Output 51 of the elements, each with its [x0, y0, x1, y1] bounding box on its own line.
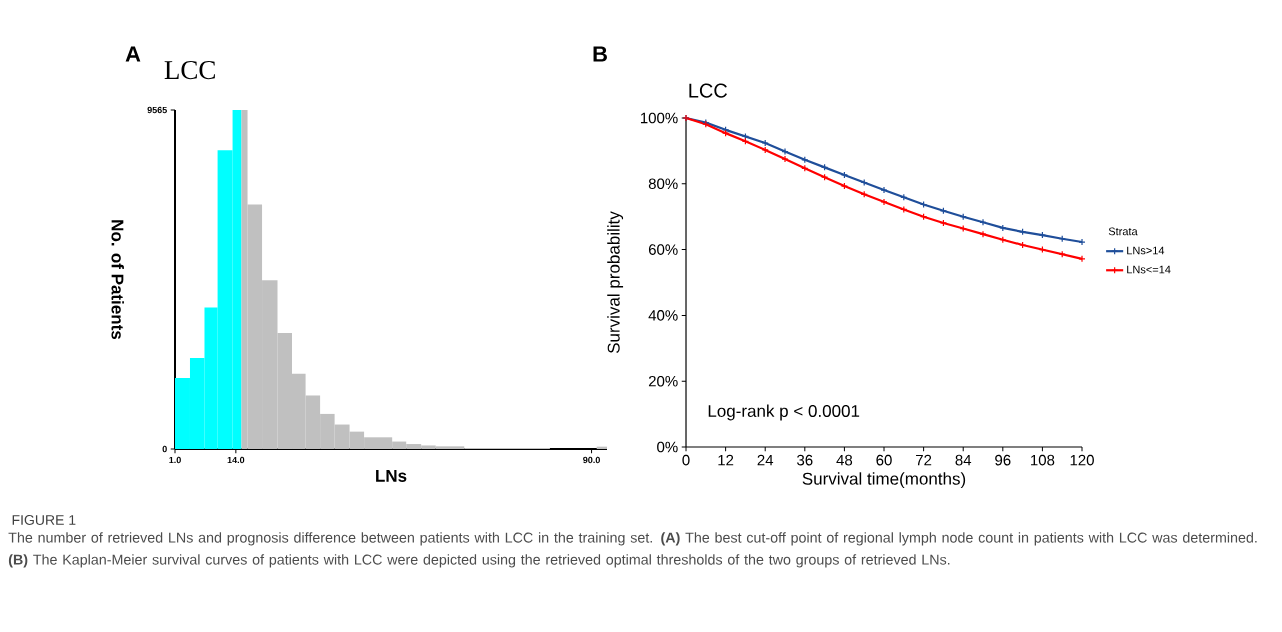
point [979, 230, 987, 238]
x-tick-label: 48 [836, 454, 853, 466]
point [781, 155, 789, 163]
x-tick-label: 36 [797, 454, 813, 466]
y-axis-title: No. of Patients [111, 220, 124, 340]
y-tick-label: 9565 [147, 106, 167, 114]
x-axis-title: LNs [376, 470, 407, 482]
y-tick-label: 80% [648, 178, 678, 190]
chart-title: LCC [689, 83, 728, 98]
x-tick-label: 96 [995, 454, 1011, 466]
x-tick-label: 12 [718, 454, 734, 466]
y-tick-label: 40% [648, 310, 678, 321]
text: B [593, 46, 607, 62]
x-tick-label: 60 [876, 454, 892, 466]
x-tick-label: 108 [1031, 454, 1055, 466]
chart-title: LCC [164, 61, 215, 80]
point [979, 218, 987, 226]
x-tick-label: 24 [757, 454, 774, 466]
text: The number of retrieved LNs and prognosis difference between patients with LCC in the training set. (A) The best cut-off point of regional lymph node count in patients with LCC was determined. (B) The Kaplan-Meier survival curves of patients with LCC were depicted using the retrieved optimal thresholds of the two groups of retrieved LNs. [8, 532, 1257, 568]
legend-title: Strata [1108, 227, 1138, 236]
x-tick-label: 90.0 [583, 456, 600, 464]
y-tick-label: 20% [648, 375, 678, 387]
point [761, 146, 769, 154]
x-tick-label: 14.0 [227, 456, 245, 464]
caption: FIGURE 1 [12, 515, 76, 525]
y-axis-title: Survival probability [607, 211, 624, 354]
point [840, 171, 849, 179]
point [840, 182, 849, 190]
point [939, 219, 948, 227]
y-tick-label: 0% [657, 441, 678, 453]
point [999, 224, 1007, 232]
point [880, 198, 888, 206]
x-tick-label: 0 [682, 454, 690, 466]
text: A [125, 46, 141, 62]
point [880, 186, 888, 194]
x-tick-label: 120 [1070, 454, 1094, 466]
y-tick-label: 60% [648, 244, 678, 255]
x-axis-title: Survival time(months) [802, 472, 966, 489]
point [1078, 238, 1086, 246]
point [1019, 241, 1027, 249]
point [1038, 231, 1047, 239]
legend-label: LNs<=14 [1127, 265, 1171, 274]
point [761, 139, 769, 147]
x-tick-label: 1.0 [169, 456, 181, 464]
point [781, 147, 789, 156]
y-tick-label: 100% [640, 112, 678, 124]
point [1078, 255, 1086, 263]
x-tick-label: 72 [916, 454, 932, 466]
legend-label: LNs>14 [1127, 246, 1165, 255]
annotation: Log-rank p < 0.0001 [708, 404, 860, 421]
x-tick-label: 84 [955, 454, 972, 466]
